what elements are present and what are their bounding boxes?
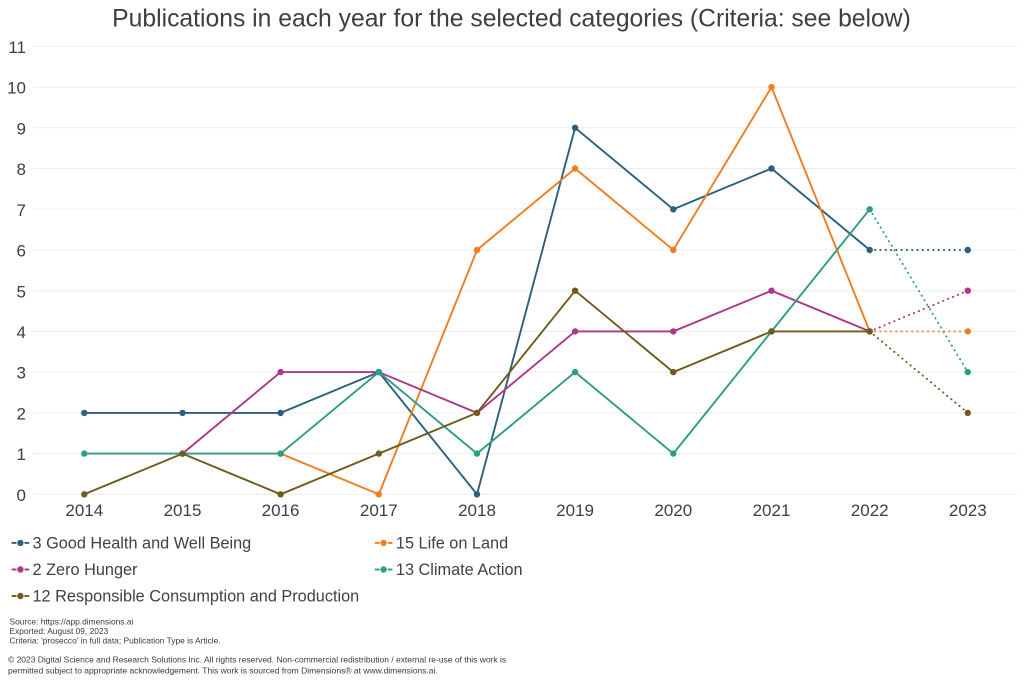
svg-text:2015: 2015	[164, 501, 202, 520]
svg-text:13 Climate Action: 13 Climate Action	[396, 561, 523, 579]
svg-text:2021: 2021	[753, 501, 791, 520]
svg-text:2016: 2016	[262, 501, 300, 520]
svg-text:3: 3	[17, 364, 26, 383]
svg-text:4: 4	[17, 323, 26, 342]
svg-text:2022: 2022	[851, 501, 889, 520]
svg-text:Source: https://app.dimensions: Source: https://app.dimensions.ai	[10, 616, 134, 626]
svg-text:2: 2	[17, 405, 26, 424]
svg-text:2 Zero Hunger: 2 Zero Hunger	[33, 561, 139, 579]
svg-text:© 2023 Digital Science and Res: © 2023 Digital Science and Research Solu…	[8, 655, 506, 665]
svg-text:permitted subject to appropria: permitted subject to appropriate acknowl…	[8, 666, 438, 676]
svg-text:1: 1	[17, 445, 26, 464]
svg-text:2014: 2014	[65, 501, 103, 520]
svg-text:6: 6	[17, 242, 26, 261]
svg-text:11: 11	[8, 38, 26, 57]
svg-text:10: 10	[7, 79, 26, 98]
svg-text:2019: 2019	[556, 501, 594, 520]
svg-text:15 Life on Land: 15 Life on Land	[396, 535, 508, 553]
svg-text:2017: 2017	[360, 501, 398, 520]
svg-text:Exported: August 09, 2023: Exported: August 09, 2023	[10, 626, 109, 636]
svg-text:Criteria: 'prosecco' in full d: Criteria: 'prosecco' in full data; Publi…	[10, 635, 221, 645]
svg-text:2018: 2018	[458, 501, 496, 520]
svg-text:2023: 2023	[949, 501, 987, 520]
svg-text:Publications in each year for: Publications in each year for the select…	[112, 5, 911, 32]
svg-text:0: 0	[17, 486, 26, 505]
svg-text:2020: 2020	[654, 501, 692, 520]
svg-text:5: 5	[17, 282, 26, 301]
svg-text:9: 9	[17, 119, 26, 138]
svg-text:8: 8	[17, 160, 26, 179]
svg-text:3 Good Health and Well Being: 3 Good Health and Well Being	[33, 535, 252, 553]
svg-text:7: 7	[17, 201, 26, 220]
svg-text:12 Responsible Consumption and: 12 Responsible Consumption and Productio…	[33, 588, 360, 606]
